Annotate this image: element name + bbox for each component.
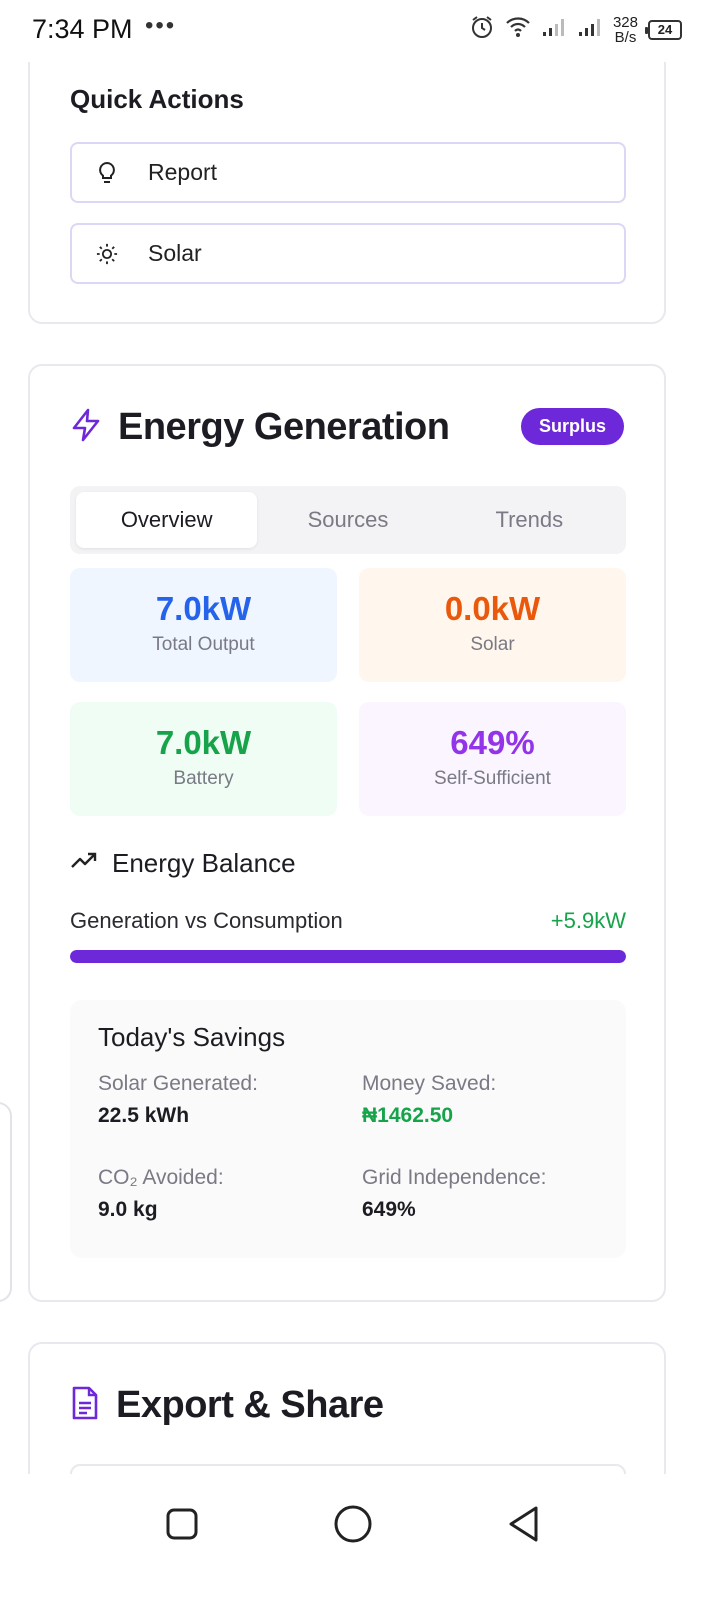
status-icons: 328 B/s 24 [469,14,682,45]
savings-grid-independence: Grid Independence: 649% [362,1166,602,1222]
recent-apps-button[interactable] [160,1502,204,1546]
export-share-card: Export & Share [28,1342,666,1474]
tab-overview[interactable]: Overview [76,492,258,548]
status-time: 7:34 PM [32,14,133,44]
stat-self-sufficient-label: Self-Sufficient [434,768,551,789]
back-triangle-icon [509,1506,538,1542]
wifi-icon [505,16,531,43]
signal-icon-2 [577,16,603,43]
stat-total-output-value: 7.0kW [155,590,252,627]
stat-self-sufficient: 649% Self-Sufficient [359,702,626,816]
energy-generation-card: Energy Generation Surplus Overview Sourc… [28,364,666,1302]
status-badge: Surplus [520,408,624,445]
stat-total-output-label: Total Output [152,634,255,655]
system-nav-bar [0,1474,720,1600]
status-bar: 7:34 PM ••• 328 B/s 24 [0,0,720,62]
status-dots: ••• [145,12,177,39]
stat-solar-label: Solar [470,634,515,655]
main-content[interactable]: Quick Actions Report Solar Energy Genera… [0,62,720,1474]
energy-balance-value: +5.9kW [550,908,626,933]
tab-sources[interactable]: Sources [307,507,389,532]
savings-money-saved-value: ₦1462.50 [362,1104,454,1127]
savings-co2-avoided-value: 9.0 kg [98,1198,158,1221]
energy-balance-bar-fill [70,950,626,963]
export-option[interactable] [70,1464,626,1474]
savings-grid-independence-value: 649% [362,1198,416,1221]
todays-savings-panel: Today's Savings Solar Generated: 22.5 kW… [70,1000,626,1258]
tab-bar: Overview Sources Trends [70,486,626,554]
solar-button-label: Solar [148,240,202,266]
battery-indicator: 24 [645,19,682,40]
energy-generation-title: Energy Generation [118,406,450,448]
stat-solar: 0.0kW Solar [359,568,626,682]
net-speed-unit: B/s [614,28,637,46]
savings-money-saved-key: Money Saved: [362,1072,497,1095]
todays-savings-title: Today's Savings [98,1022,286,1052]
energy-balance-bar [70,950,626,963]
stat-battery-value: 7.0kW [155,724,252,761]
report-button[interactable]: Report [70,142,626,203]
back-button[interactable] [502,1502,546,1546]
energy-balance-row: Generation vs Consumption +5.9kW [70,908,626,934]
quick-actions-title: Quick Actions [70,84,244,114]
export-share-title: Export & Share [116,1384,384,1426]
stat-total-output: 7.0kW Total Output [70,568,337,682]
lightbulb-icon [96,161,118,185]
home-button[interactable] [331,1502,375,1546]
sun-icon [96,242,118,266]
savings-grid-independence-key: Grid Independence: [362,1166,547,1189]
energy-balance-header: Energy Balance [70,848,296,879]
document-icon [70,1386,100,1425]
export-share-header: Export & Share [70,1384,384,1427]
savings-solar-generated-value: 22.5 kWh [98,1104,190,1127]
quick-actions-card: Quick Actions Report Solar [28,62,666,324]
energy-generation-header: Energy Generation [70,406,450,449]
square-icon [166,1508,198,1540]
savings-co2-avoided: CO₂ Avoided: 9.0 kg [98,1166,338,1222]
tab-trends[interactable]: Trends [495,507,564,532]
lightning-icon [70,408,102,447]
stat-solar-value: 0.0kW [444,590,541,627]
circle-icon [334,1505,372,1543]
solar-button[interactable]: Solar [70,223,626,284]
savings-solar-generated: Solar Generated: 22.5 kWh [98,1072,338,1128]
alarm-icon [469,14,495,45]
signal-icon [541,16,567,43]
side-drawer-handle[interactable] [0,1102,12,1302]
stat-self-sufficient-value: 649% [450,724,535,761]
report-button-label: Report [148,159,218,185]
savings-money-saved: Money Saved: ₦1462.50 [362,1072,602,1128]
net-speed: 328 B/s [613,15,638,45]
trending-up-icon [70,851,98,876]
energy-balance-title: Energy Balance [112,848,296,878]
stat-battery-label: Battery [173,768,234,789]
savings-solar-generated-key: Solar Generated: [98,1072,258,1095]
stat-battery: 7.0kW Battery [70,702,337,816]
energy-balance-label: Generation vs Consumption [70,908,343,933]
net-speed-value: 328 [612,13,638,31]
savings-co2-avoided-key: CO₂ Avoided: [98,1166,224,1189]
